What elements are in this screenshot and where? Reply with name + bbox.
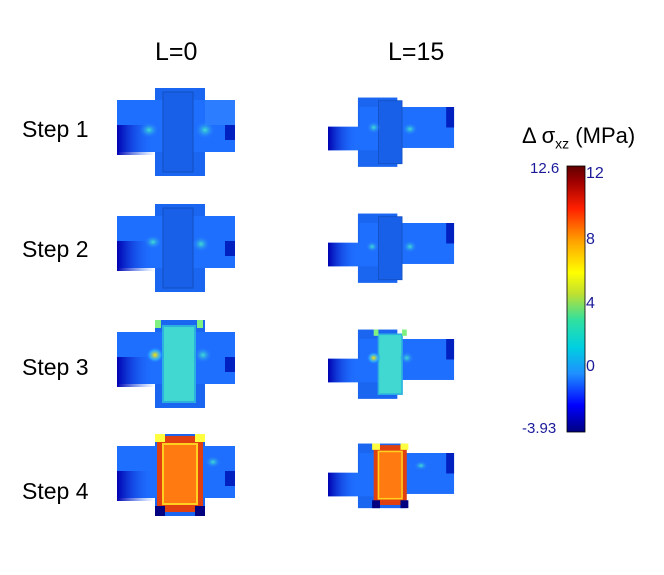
column-label-l15: L=15 (388, 38, 445, 66)
column-label-l0: L=0 (155, 38, 198, 66)
stress-map-l15-step2 (328, 213, 455, 283)
colorbar-tick-12: 12 (586, 165, 604, 182)
stress-map-l0-step1 (117, 88, 235, 176)
stress-map-l15-step1 (328, 97, 455, 167)
colorbar (566, 165, 586, 433)
colorbar-title: Δ σxz (MPa) (522, 123, 636, 152)
stress-map-l15-step3 (328, 329, 455, 399)
stress-map-l0-step2 (117, 204, 235, 292)
stress-map-l0-step4 (117, 434, 235, 516)
row-label-step4: Step 4 (22, 478, 89, 504)
stress-map-l0-step3 (117, 320, 235, 408)
row-label-step3: Step 3 (22, 354, 89, 380)
stress-map-l15-step4 (328, 443, 455, 509)
row-label-step2: Step 2 (22, 236, 89, 262)
colorbar-min-label: -3.93 (522, 420, 557, 437)
colorbar-tick-4: 4 (586, 295, 595, 312)
colorbar-tick-8: 8 (586, 231, 595, 248)
colorbar-max-label: 12.6 (530, 160, 560, 177)
row-label-step1: Step 1 (22, 116, 89, 142)
colorbar-tick-0: 0 (586, 358, 595, 375)
